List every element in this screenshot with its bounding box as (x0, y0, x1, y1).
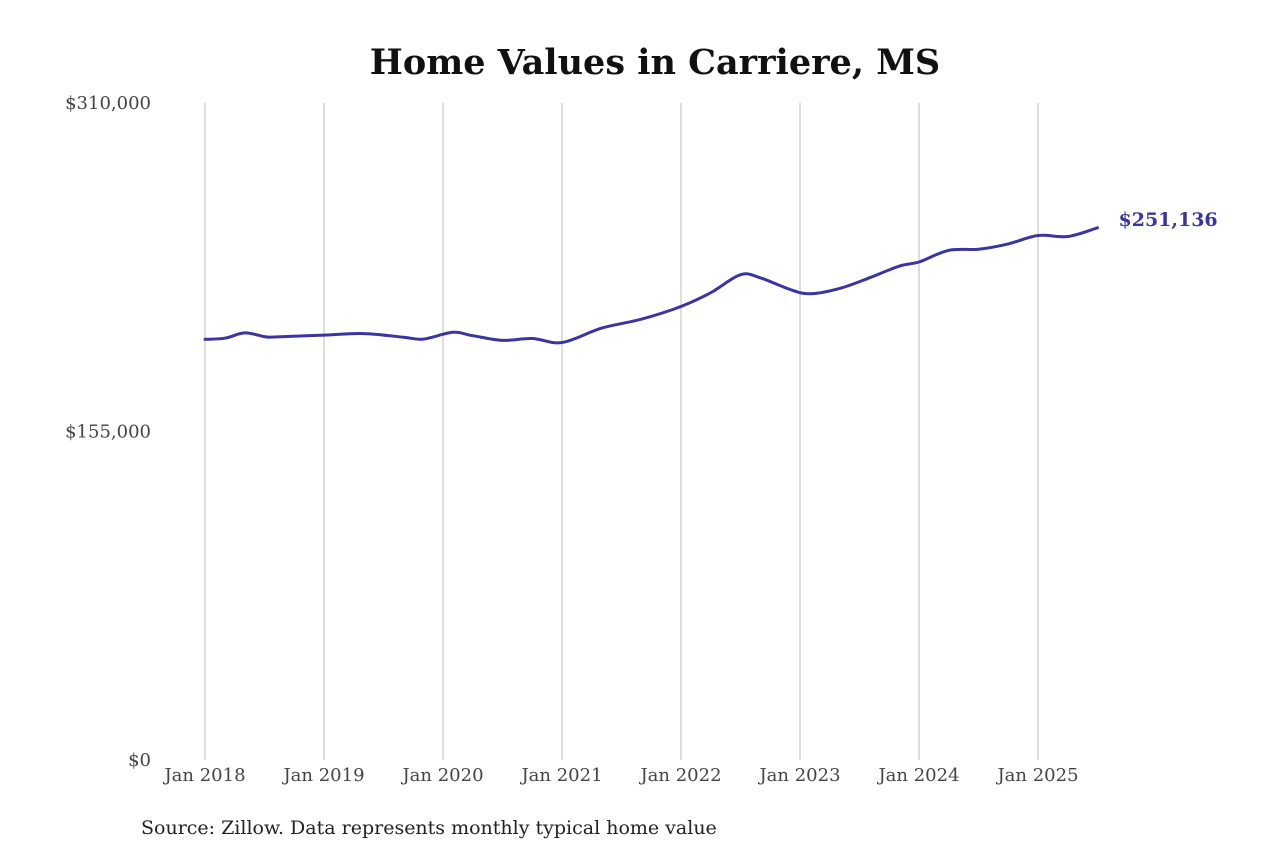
chart-title: Home Values in Carriere, MS (370, 42, 940, 83)
x-tick-label: Jan 2025 (995, 765, 1078, 786)
y-tick-label: $0 (128, 750, 151, 771)
x-axis-ticks: Jan 2018 Jan 2019 Jan 2020 Jan 2021 Jan 2022… (162, 765, 1078, 786)
y-tick-label: $155,000 (65, 422, 151, 443)
x-tick-label: Jan 2018 (162, 765, 245, 786)
x-tick-label: Jan 2020 (400, 765, 483, 786)
y-tick-label: $310,000 (65, 93, 151, 114)
x-tick-label: Jan 2019 (281, 765, 364, 786)
source-note: Source: Zillow. Data represents monthly … (141, 817, 717, 839)
x-tick-label: Jan 2022 (638, 765, 721, 786)
home-value-series-line (203, 226, 1099, 345)
latest-value-label: $251,136 (1119, 209, 1218, 231)
x-tick-label: Jan 2024 (876, 765, 959, 786)
gridlines (204, 103, 1039, 760)
y-axis-ticks: $0 $155,000 $310,000 (65, 93, 151, 771)
x-tick-label: Jan 2023 (757, 765, 840, 786)
x-tick-label: Jan 2021 (519, 765, 602, 786)
